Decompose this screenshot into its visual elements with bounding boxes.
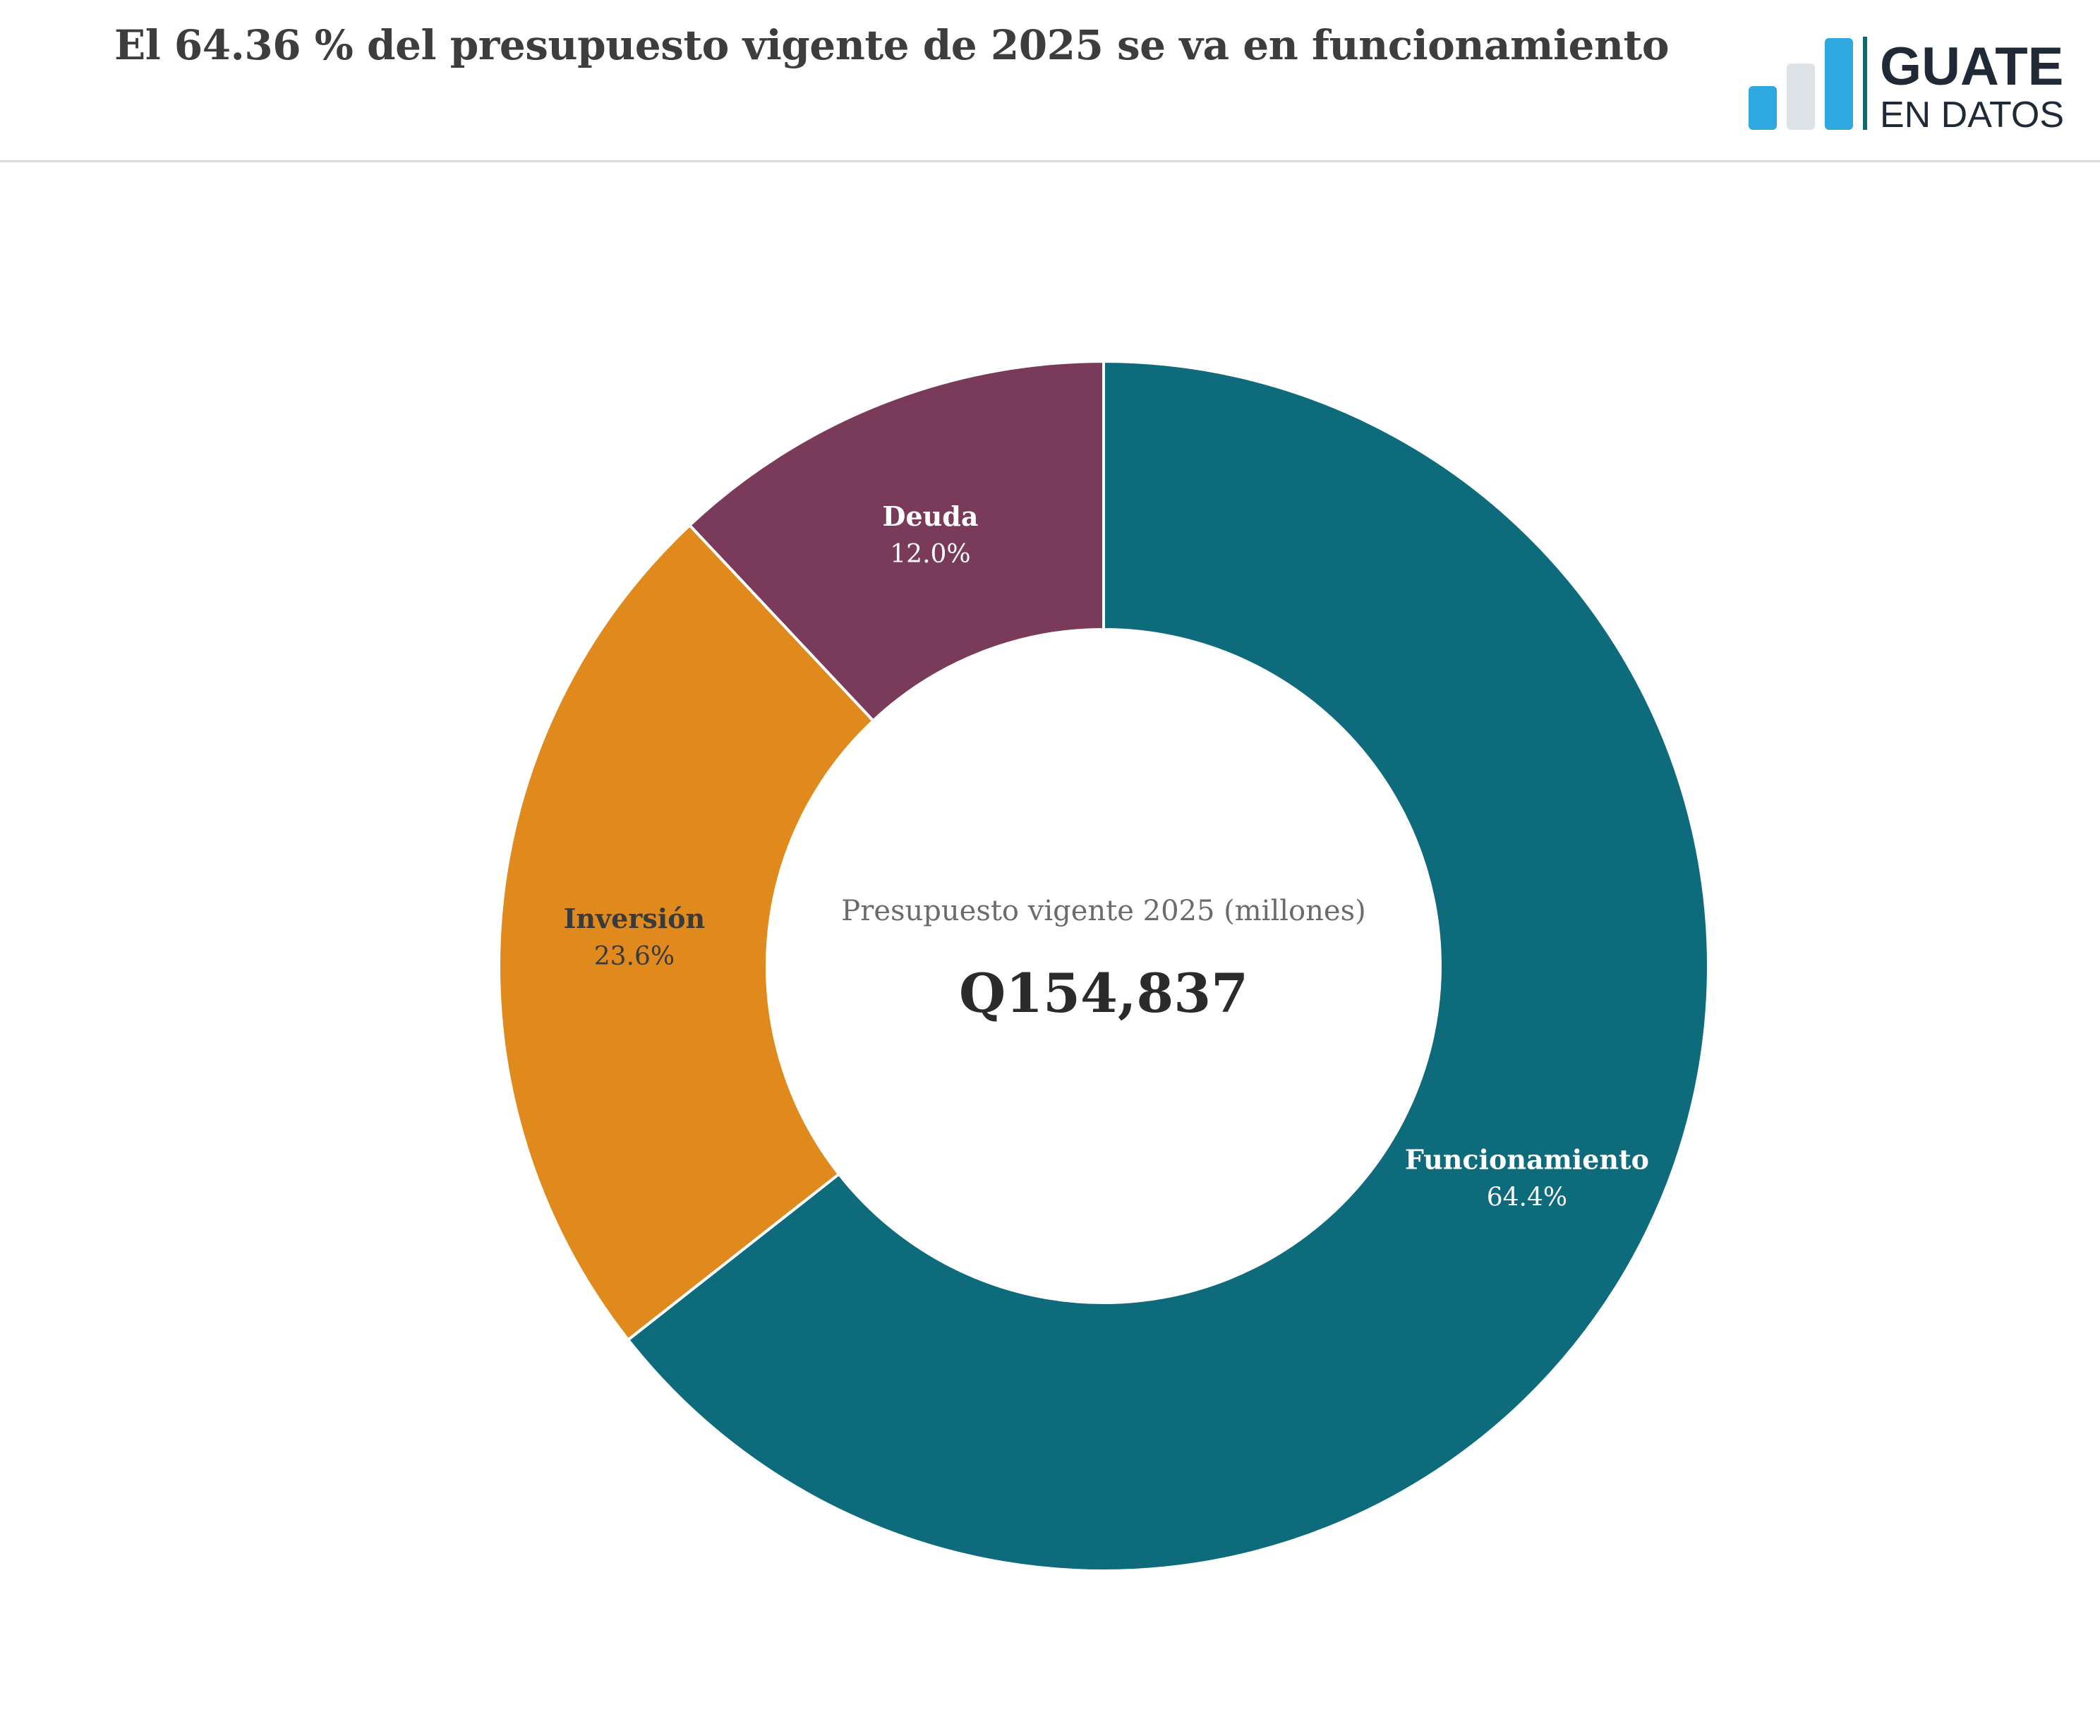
donut-slice-deuda[interactable] <box>687 359 1105 723</box>
logo-bar-short <box>1749 86 1777 130</box>
center-caption: Presupuesto vigente 2025 (millones) <box>841 895 1365 927</box>
donut-chart-svg: Funcionamiento 64.4% Inversión 23.6% Deuda 12… <box>497 359 1710 1572</box>
logo-bar-tall <box>1825 38 1853 130</box>
slice-value-inversion: 23.6% <box>594 942 675 971</box>
center-total-value: Q154,837 <box>959 962 1248 1025</box>
donut-chart: Funcionamiento 64.4% Inversión 23.6% Deuda 12… <box>0 162 2100 1736</box>
chart-header: El 64.36 % del presupuesto vigente de 20… <box>0 0 2100 162</box>
logo-divider <box>1863 37 1867 130</box>
logo-word-guate: GUATE <box>1880 37 2063 97</box>
chart-title: El 64.36 % del presupuesto vigente de 20… <box>114 21 1670 69</box>
slice-label-funcionamiento: Funcionamiento <box>1405 1144 1649 1176</box>
slice-value-funcionamiento: 64.4% <box>1487 1183 1567 1212</box>
logo-bar-medium <box>1787 64 1815 130</box>
slice-value-deuda: 12.0% <box>890 540 970 569</box>
donut-labels: Funcionamiento 64.4% Inversión 23.6% Deuda 12… <box>564 500 1649 1212</box>
donut-slice-funcionamiento[interactable] <box>626 359 1710 1572</box>
guate-en-datos-logo: GUATE EN DATOS <box>1749 37 2064 135</box>
donut-slices <box>497 359 1710 1572</box>
slice-label-inversion: Inversión <box>564 903 705 934</box>
slice-label-deuda: Deuda <box>882 500 978 532</box>
donut-slice-inversi-n[interactable] <box>497 523 876 1342</box>
logo-word-en-datos: EN DATOS <box>1880 95 2064 135</box>
